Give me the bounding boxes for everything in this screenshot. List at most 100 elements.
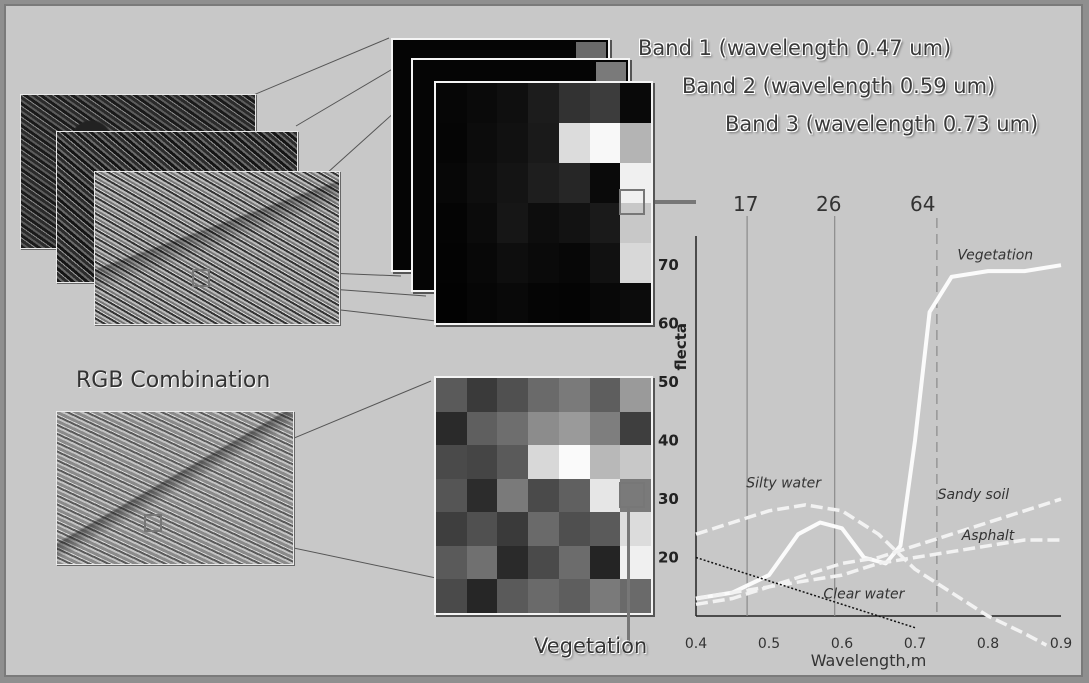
band-pixel-cell [589,203,621,243]
band-pixel-cell [466,163,498,203]
vegetation-pointer-line [627,506,630,646]
band1-label: Band 1 (wavelength 0.47 um) [638,36,952,60]
y-tick-label: 30 [658,490,679,508]
band-pixel-cell [589,83,621,123]
band-pixel-cell [558,203,590,243]
x-axis-label: Wavelength,m [811,651,927,670]
band-pixel-cell [497,123,529,163]
satellite-band3-image [94,171,340,325]
band-pixel-cell [589,243,621,283]
rgb-pixel-cell [436,579,467,613]
band-pixel-cell [436,83,467,123]
series-line-silty-water [695,503,1048,647]
band-pixel-cell [436,123,467,163]
band-pixel-cell [528,243,559,283]
x-tick-label: 0.6 [831,636,853,652]
figure-frame: Band 1 (wavelength 0.47 um) Band 2 (wave… [4,4,1083,677]
band-pixel-cell [558,123,590,163]
rgb-pixel-cell [466,445,498,479]
rgb-pixel-cell [589,411,621,446]
band-pixel-cell [589,123,621,163]
band-pixel-cell [620,283,651,323]
band-pixel-cell [620,203,651,243]
spectral-reflectance-chart: 0.4 0.5 0.6 0.7 0.8 0.9 20 30 40 50 60 70 Wavelength… [658,216,1072,670]
rgb-pixel-cell [466,378,498,412]
rgb-pixel-cell [497,445,529,479]
rgb-pixel-cell [620,445,651,479]
vegetation-label: Vegetation [534,634,648,658]
rgb-pixel-cell [620,378,651,412]
band3-label: Band 3 (wavelength 0.73 um) [725,112,1039,136]
band-pixel-cell [436,163,467,203]
band3-pixel-grid [434,81,653,325]
rgb-pixel-cell [558,411,590,446]
y-tick-label: 70 [658,256,679,274]
series-line-vegetation [695,263,1062,601]
rgb-pixel-cell [436,545,467,580]
rgb-pixel-cell [589,579,621,613]
rgb-pixel-cell [558,478,590,513]
rgb-pixel-cell [466,411,498,446]
rgb-pixel-highlight-box [144,514,162,532]
curve-label: Sandy soil [938,487,1010,503]
y-tick-label: 20 [658,549,679,567]
band2-value: 26 [816,192,842,216]
band-pixel-cell [497,283,529,323]
band-pixel-cell [558,243,590,283]
band-pixel-cell [466,243,498,283]
rgb-pixel-cell [436,445,467,479]
band-pixel-cell [620,163,651,203]
band-pixel-cell [436,283,467,323]
curve-label: Asphalt [961,528,1015,544]
rgb-pixel-cell [528,478,559,513]
band-pixel-cell [497,83,529,123]
rgb-combination-image [56,411,294,565]
x-tick-label: 0.7 [904,636,926,652]
rgb-pixel-cell [466,512,498,546]
rgb-pixel-cell [589,478,621,513]
band-pixel-cell [528,83,559,123]
band-pixel-cell [589,283,621,323]
rgb-pixel-grid [434,376,653,615]
y-tick-label: 50 [658,373,679,391]
rgb-pixel-cell [436,512,467,546]
rgb-pixel-cell [528,378,559,412]
rgb-pixel-cell [466,579,498,613]
rgb-pixel-cell [620,512,651,546]
rgb-pixel-cell [589,445,621,479]
y-tick-label: 40 [658,432,679,450]
rgb-pixel-cell [620,579,651,613]
band-pixel-cell [558,163,590,203]
x-tick-label: 0.5 [758,636,780,652]
band-pixel-cell [497,203,529,243]
band3-value: 64 [910,192,936,216]
x-tick-label: 0.8 [977,636,999,652]
band-pixel-cell [466,123,498,163]
rgb-pixel-cell [466,478,498,513]
band1-value: 17 [733,192,759,216]
rgb-pixel-cell [436,478,467,513]
band-pixel-cell [466,203,498,243]
band-pixel-cell [620,83,651,123]
band-pixel-cell [497,243,529,283]
rgb-combination-label: RGB Combination [76,368,271,393]
rgb-pixel-cell [528,445,559,479]
rgb-pixel-cell [528,512,559,546]
band-pixel-cell [528,123,559,163]
series-line-asphalt [695,538,1061,601]
pixel-highlight-box [192,269,210,287]
rgb-pixel-cell [558,445,590,479]
x-tick-label: 0.4 [685,636,707,652]
y-tick-label: 60 [658,315,679,333]
rgb-pixel-cell [620,411,651,446]
series-line-sandy-soil [695,497,1062,607]
band-pixel-cell [620,243,651,283]
band-pixel-cell [558,83,590,123]
rgb-selected-pixel [619,482,645,508]
band-pixel-cell [436,203,467,243]
rgb-pixel-cell [589,512,621,546]
rgb-pixel-cell [589,378,621,412]
y-axis-label: flecta [672,323,690,370]
curve-label: Clear water [823,586,905,602]
rgb-pixel-cell [558,378,590,412]
